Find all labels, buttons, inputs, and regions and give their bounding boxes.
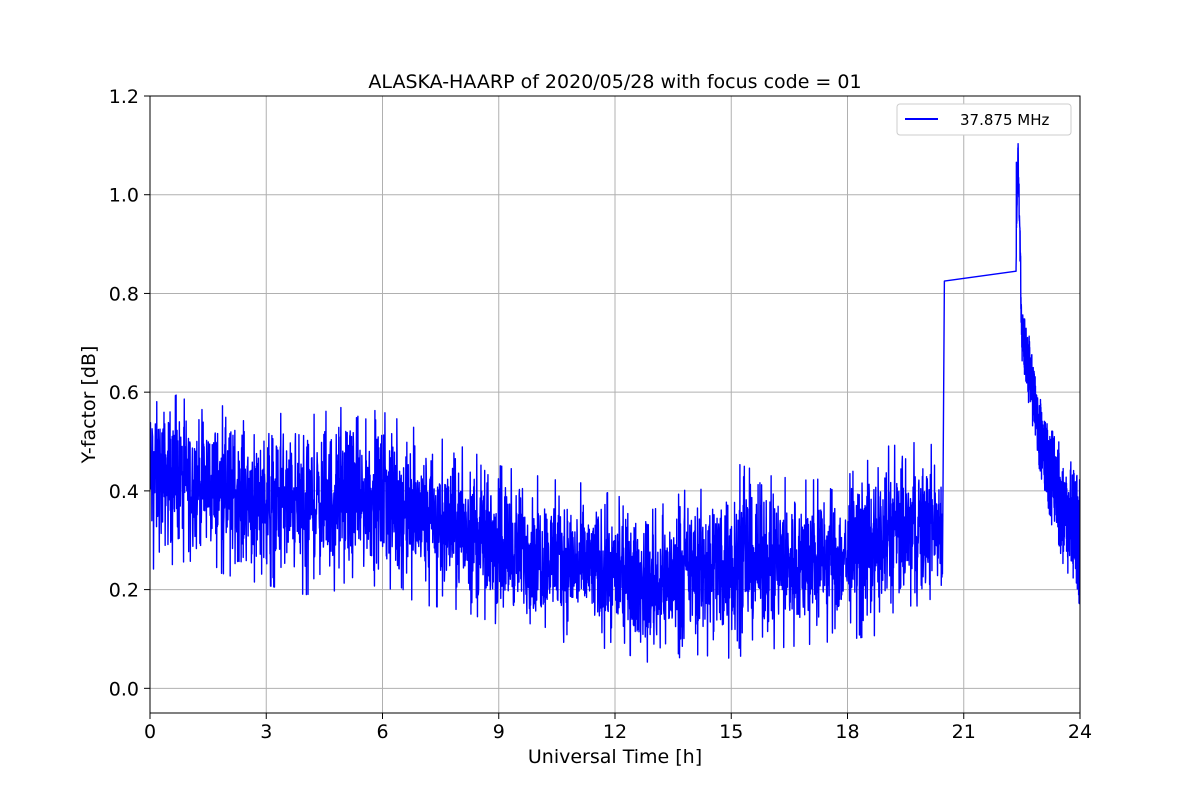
x-tick-label: 24 xyxy=(1068,721,1092,743)
chart-title: ALASKA-HAARP of 2020/05/28 with focus co… xyxy=(368,71,861,93)
x-tick-label: 21 xyxy=(952,721,976,743)
y-tick-label: 0.0 xyxy=(109,678,139,700)
x-tick-label: 9 xyxy=(493,721,505,743)
y-tick-label: 0.6 xyxy=(109,382,139,404)
x-tick-label: 6 xyxy=(376,721,388,743)
legend-entry-label: 37.875 MHz xyxy=(960,111,1049,129)
y-tick-label: 1.0 xyxy=(109,185,139,207)
x-tick-label: 0 xyxy=(144,721,156,743)
legend-box xyxy=(896,103,1072,136)
plot-area xyxy=(150,143,1080,663)
legend: 37.875 MHz xyxy=(896,103,1072,136)
y-tick-label: 1.2 xyxy=(109,86,139,108)
x-tick-label: 18 xyxy=(835,721,859,743)
x-tick-label: 3 xyxy=(260,721,272,743)
x-axis-label: Universal Time [h] xyxy=(528,746,702,768)
y-tick-label: 0.2 xyxy=(109,580,139,602)
x-tick-label: 15 xyxy=(719,721,743,743)
y-tick-label: 0.8 xyxy=(109,283,139,305)
y-axis-label: Y-factor [dB] xyxy=(78,346,100,465)
series-line-37-875-mhz xyxy=(150,143,1080,663)
y-tick-label: 0.4 xyxy=(109,481,139,503)
ticks: 0 3 6 9 12 15 18 21 24 0.0 0.2 0.4 0.6 0.8 1.0 1.2 xyxy=(109,86,1092,743)
x-tick-label: 12 xyxy=(603,721,627,743)
